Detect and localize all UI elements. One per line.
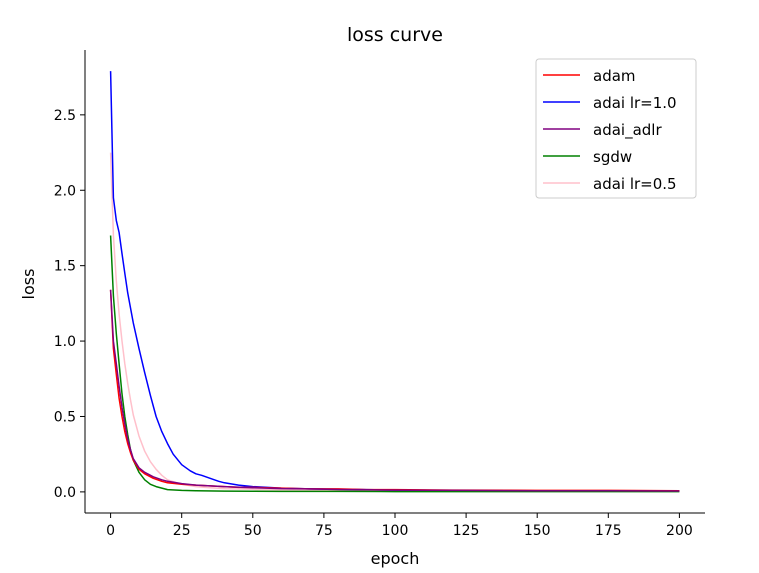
x-tick-label: 50 (244, 523, 262, 539)
y-tick-label: 2.0 (54, 183, 76, 199)
y-axis-ticks: 0.0 0.5 1.0 1.5 2.0 2.5 (54, 108, 85, 501)
x-tick-label: 150 (524, 523, 551, 539)
y-tick-label: 2.5 (54, 108, 76, 124)
legend-box (535, 58, 697, 199)
x-tick-label: 200 (666, 523, 693, 539)
chart-title: loss curve (347, 24, 443, 46)
y-axis-label: loss (19, 269, 38, 300)
legend-label-4: adai lr=0.5 (593, 175, 677, 193)
x-tick-label: 25 (173, 523, 191, 539)
x-tick-label: 100 (382, 523, 409, 539)
x-tick-label: 0 (106, 523, 115, 539)
x-tick-label: 125 (453, 523, 480, 539)
x-tick-label: 75 (315, 523, 333, 539)
legend-label-2: adai_adlr (593, 121, 662, 140)
x-tick-label: 175 (595, 523, 622, 539)
series-line-4 (109, 152, 680, 493)
series-line-0 (109, 289, 680, 492)
series-line-3 (109, 235, 680, 493)
y-tick-label: 0.0 (54, 485, 76, 501)
y-tick-label: 1.5 (54, 259, 76, 275)
x-axis-ticks: 0 25 50 75 100 125 150 175 200 (106, 513, 693, 539)
x-axis-label: epoch (371, 549, 420, 568)
series-layer (109, 71, 680, 493)
legend-label-1: adai lr=1.0 (593, 94, 677, 112)
legend-label-0: adam (593, 67, 636, 85)
series-line-2 (109, 289, 680, 492)
y-tick-label: 1.0 (54, 334, 76, 350)
y-tick-label: 0.5 (54, 409, 76, 425)
legend-label-3: sgdw (593, 148, 632, 166)
